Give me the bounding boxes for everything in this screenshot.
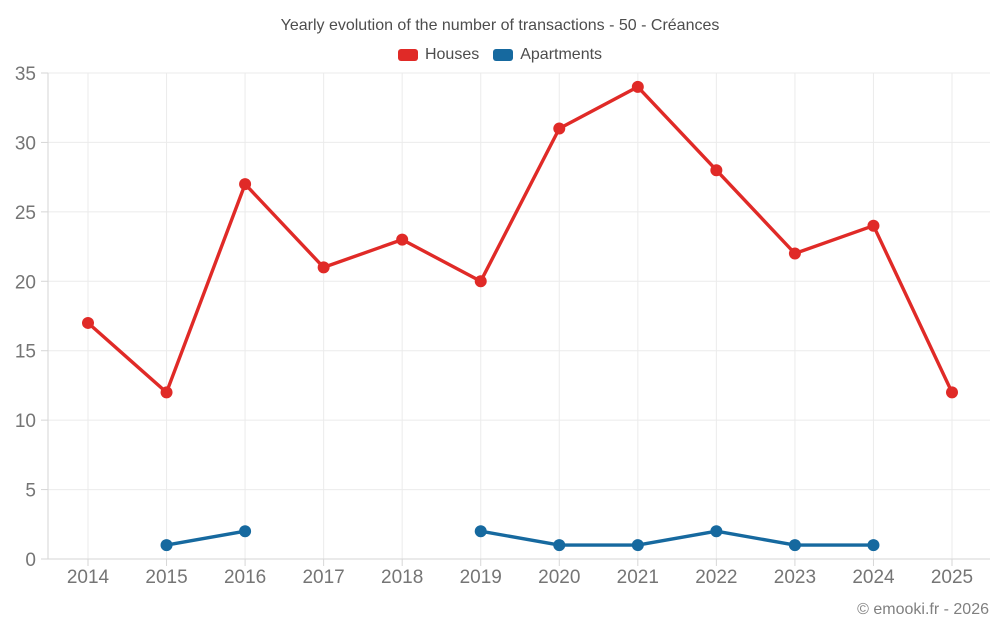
- apartments-data-point[interactable]: [474, 525, 487, 538]
- x-axis-label: 2017: [302, 567, 344, 588]
- houses-legend-label: Houses: [424, 46, 480, 63]
- apartments-data-point[interactable]: [710, 525, 723, 538]
- apartments-data-point[interactable]: [631, 539, 644, 552]
- apartments-data-point[interactable]: [160, 539, 173, 552]
- y-axis-label: 20: [15, 272, 36, 293]
- apartments-data-point[interactable]: [239, 525, 252, 538]
- y-axis-label: 0: [25, 550, 36, 571]
- apartments-series-line: [479, 529, 876, 547]
- apartments-series-line: [164, 529, 247, 547]
- y-axis-label: 5: [25, 481, 36, 502]
- y-axis-label: 25: [15, 203, 36, 224]
- houses-data-point[interactable]: [710, 164, 723, 177]
- houses-data-point[interactable]: [82, 316, 94, 329]
- apartments-data-point[interactable]: [553, 539, 566, 552]
- x-axis-label: 2018: [381, 567, 423, 588]
- y-axis-label: 15: [15, 342, 36, 363]
- y-axis-label: 30: [15, 133, 36, 154]
- legend-item-apartments[interactable]: Apartments: [493, 46, 602, 64]
- houses-data-point[interactable]: [160, 386, 173, 399]
- houses-data-point[interactable]: [474, 275, 487, 288]
- apartments-legend-label: Apartments: [520, 46, 603, 63]
- x-axis-label: 2024: [852, 567, 895, 588]
- x-axis-label: 2015: [145, 567, 187, 588]
- houses-series-line: [86, 85, 954, 395]
- x-axis-label: 2025: [931, 567, 973, 588]
- apartments-data-point[interactable]: [867, 539, 880, 552]
- x-axis-label: 2014: [67, 567, 110, 588]
- houses-data-point[interactable]: [239, 178, 252, 191]
- copyright-text: © emooki.fr - 2026: [857, 601, 989, 618]
- x-axis-label: 2020: [538, 567, 580, 588]
- houses-legend-swatch-icon: [397, 49, 418, 61]
- y-axis-label: 10: [15, 411, 36, 432]
- legend-item-houses[interactable]: Houses: [397, 46, 480, 64]
- apartments-data-point[interactable]: [788, 539, 801, 552]
- x-axis-label: 2016: [224, 567, 266, 588]
- houses-data-point[interactable]: [631, 80, 644, 93]
- x-axis-label: 2023: [774, 567, 816, 588]
- apartments-legend-swatch-icon: [493, 49, 514, 61]
- houses-data-point[interactable]: [553, 122, 566, 135]
- houses-data-point[interactable]: [788, 247, 801, 260]
- houses-data-point[interactable]: [946, 386, 958, 399]
- x-axis-label: 2019: [460, 567, 502, 588]
- houses-data-point[interactable]: [867, 219, 880, 232]
- houses-data-point[interactable]: [396, 233, 409, 246]
- chart-title: Yearly evolution of the number of transa…: [280, 17, 720, 34]
- houses-data-point[interactable]: [317, 261, 330, 274]
- x-axis-label: 2022: [695, 567, 737, 588]
- legend: Houses Apartments: [0, 46, 1000, 64]
- x-axis-label: 2021: [617, 567, 659, 588]
- y-axis-label: 35: [15, 64, 36, 85]
